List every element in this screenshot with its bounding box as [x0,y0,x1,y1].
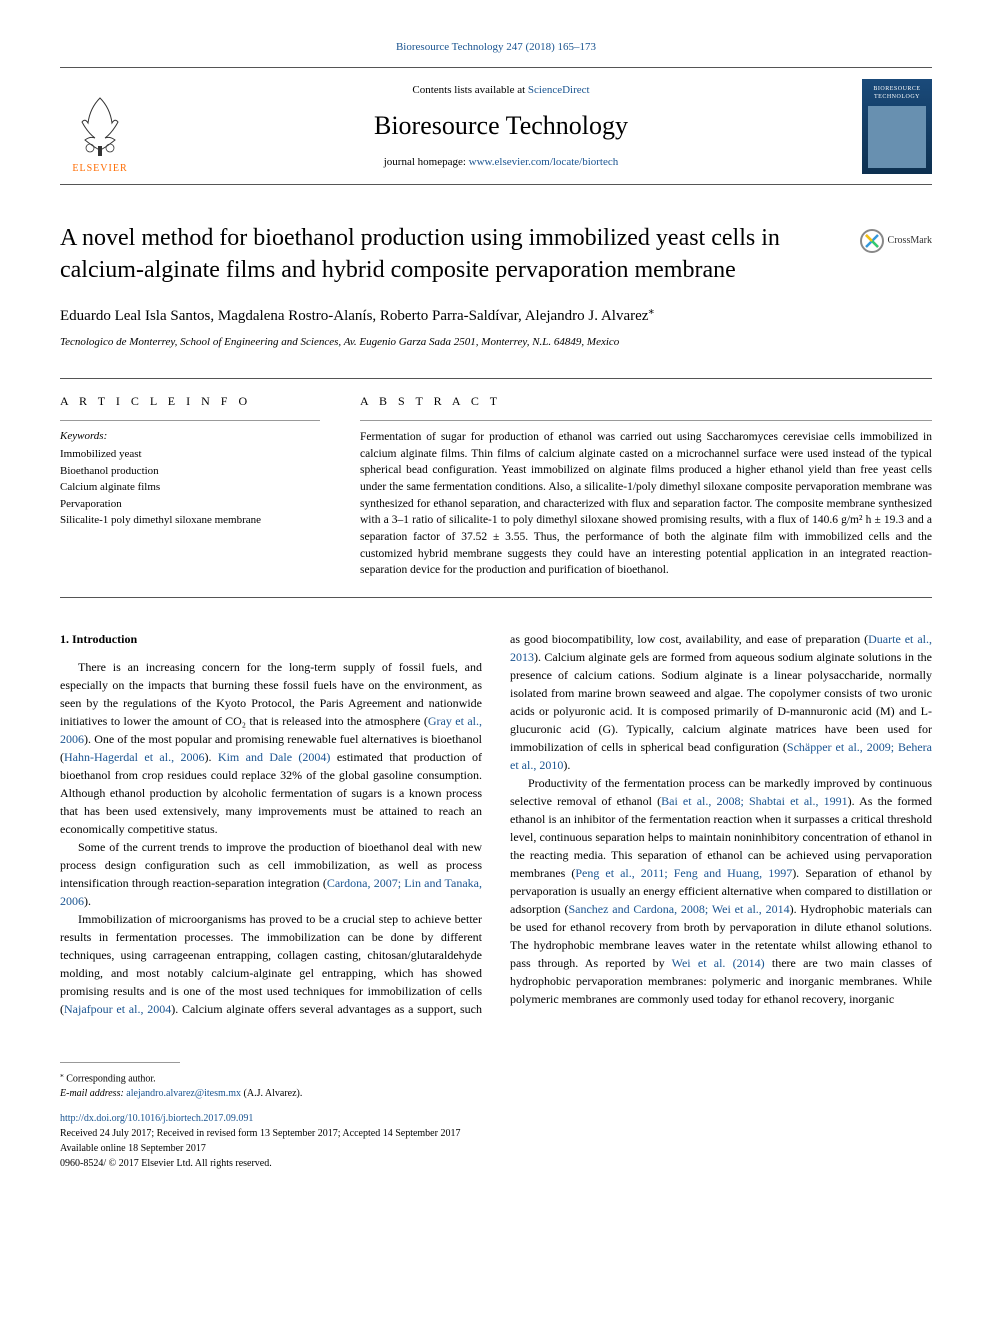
citation-link[interactable]: Najafpour et al., 2004 [64,1002,171,1016]
elsevier-logo[interactable]: ELSEVIER [60,76,140,176]
article-title: A novel method for bioethanol production… [60,223,932,285]
keyword-item: Silicalite-1 poly dimethyl siloxane memb… [60,512,320,529]
elsevier-tree-icon [70,88,130,158]
journal-homepage-line: journal homepage: www.elsevier.com/locat… [140,155,862,170]
keyword-item: Calcium alginate films [60,479,320,496]
journal-header: ELSEVIER Contents lists available at Sci… [60,67,932,185]
keyword-item: Immobilized yeast [60,446,320,463]
email-line: E-mail address: alejandro.alvarez@itesm.… [60,1086,932,1101]
journal-header-center: Contents lists available at ScienceDirec… [140,83,862,170]
article-info-heading: A R T I C L E I N F O [60,393,320,410]
body-paragraph: There is an increasing concern for the l… [60,658,482,838]
citation-link[interactable]: Hahn-Hagerdal et al., 2006 [64,750,205,764]
available-online: Available online 18 September 2017 [60,1141,932,1156]
abstract-text: Fermentation of sugar for production of … [360,429,932,579]
contents-available-line: Contents lists available at ScienceDirec… [140,83,862,98]
homepage-prefix: journal homepage: [384,156,469,168]
homepage-link[interactable]: www.elsevier.com/locate/biortech [469,156,619,168]
article-info: A R T I C L E I N F O Keywords: Immobili… [60,393,320,579]
corresponding-mark: ⁎ [648,305,654,317]
authors-line: Eduardo Leal Isla Santos, Magdalena Rost… [60,304,932,327]
abstract: A B S T R A C T Fermentation of sugar fo… [360,393,932,579]
crossmark-icon [860,229,884,253]
affiliation: Tecnologico de Monterrey, School of Engi… [60,335,932,350]
email-suffix: (A.J. Alvarez). [241,1088,302,1099]
cover-title: BIORESOURCE TECHNOLOGY [868,85,926,102]
sciencedirect-link[interactable]: ScienceDirect [528,84,590,96]
page-footer: ⁎ Corresponding author. E-mail address: … [60,1054,932,1171]
body-content: 1. Introduction There is an increasing c… [60,630,932,1018]
corresponding-author-note: ⁎ Corresponding author. [60,1069,932,1086]
email-link[interactable]: alejandro.alvarez@itesm.mx [126,1088,241,1099]
body-paragraph: Some of the current trends to improve th… [60,838,482,910]
article-header: A novel method for bioethanol production… [60,223,932,350]
citation-link[interactable]: Peng et al., 2011; Feng and Huang, 1997 [575,866,792,880]
info-abstract-row: A R T I C L E I N F O Keywords: Immobili… [60,378,932,598]
contents-prefix: Contents lists available at [412,84,527,96]
citation-link[interactable]: Bai et al., 2008; Shabtai et al., 1991 [661,794,848,808]
keywords-label: Keywords: [60,429,320,444]
body-paragraph: Productivity of the fermentation process… [510,774,932,1008]
citation-link[interactable]: Wei et al. (2014) [672,956,765,970]
journal-cover-thumbnail[interactable]: BIORESOURCE TECHNOLOGY [862,79,932,174]
doi-link[interactable]: http://dx.doi.org/10.1016/j.biortech.201… [60,1111,932,1126]
abstract-heading: A B S T R A C T [360,393,932,410]
abstract-divider [360,420,932,421]
crossmark-label: CrossMark [888,234,932,248]
footer-divider [60,1062,180,1063]
keyword-item: Bioethanol production [60,463,320,480]
copyright-line: 0960-8524/ © 2017 Elsevier Ltd. All righ… [60,1156,932,1171]
received-dates: Received 24 July 2017; Received in revis… [60,1126,932,1141]
elsevier-label: ELSEVIER [72,162,127,176]
citation-link[interactable]: Sanchez and Cardona, 2008; Wei et al., 2… [568,902,789,916]
keyword-item: Pervaporation [60,496,320,513]
crossmark-badge[interactable]: CrossMark [860,229,932,253]
citation-link[interactable]: Kim and Dale (2004) [218,750,331,764]
cover-image [868,106,926,168]
email-label: E-mail address: [60,1088,126,1099]
authors-names: Eduardo Leal Isla Santos, Magdalena Rost… [60,308,648,324]
info-divider [60,420,320,421]
section-heading-intro: 1. Introduction [60,630,482,648]
journal-issue-link[interactable]: Bioresource Technology 247 (2018) 165–17… [60,40,932,55]
journal-name: Bioresource Technology [140,108,862,144]
